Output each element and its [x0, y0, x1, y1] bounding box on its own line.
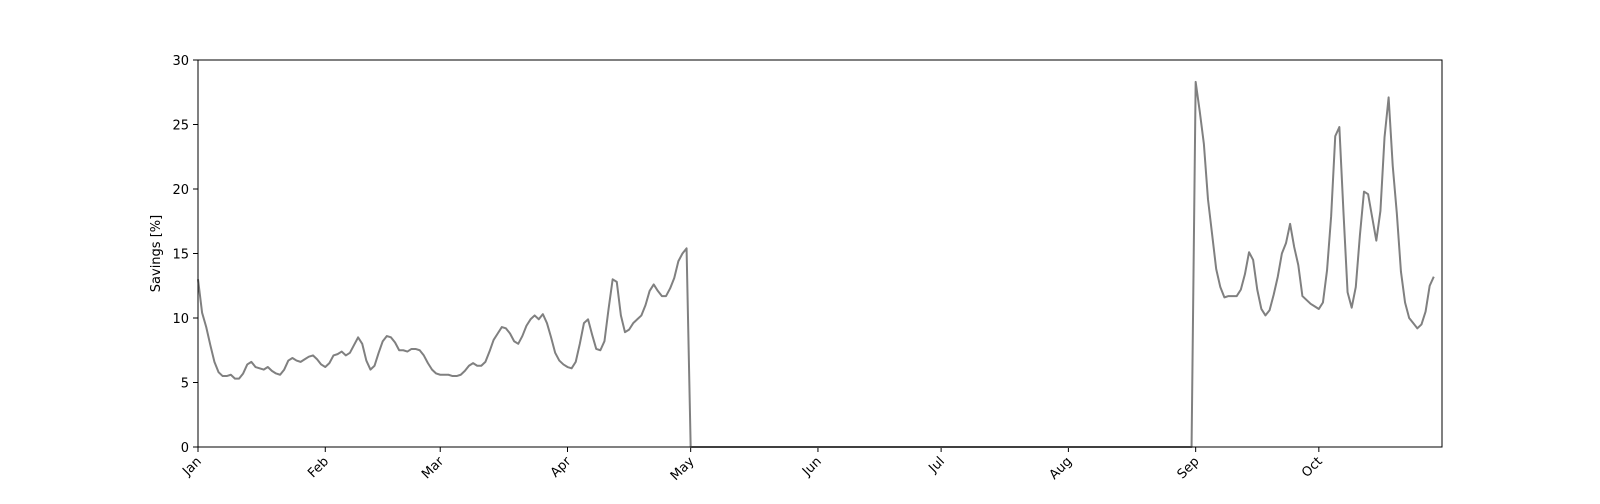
x-tick-label-mar: Mar [419, 454, 447, 482]
x-tick-label-apr: Apr [548, 454, 575, 481]
plot-area-frame [197, 59, 1443, 448]
x-tick-label-jan: Jan [179, 454, 204, 479]
x-tick-label-feb: Feb [305, 454, 332, 481]
y-tick-label: 30 [172, 54, 189, 69]
y-tick-label: 0 [181, 441, 189, 456]
x-tick-label-aug: Aug [1047, 454, 1076, 483]
y-tick-label: 15 [172, 248, 189, 263]
y-axis-ticks: 0 5 10 15 20 25 30 [172, 54, 198, 456]
x-tick-label-oct: Oct [1299, 454, 1326, 481]
savings-series-line [197, 80, 1435, 448]
y-axis-label: Savings [%] [149, 215, 164, 292]
x-tick-label-may: May [668, 454, 698, 484]
x-tick-label-jun: Jun [799, 454, 825, 480]
y-tick-label: 5 [181, 377, 189, 392]
x-axis-ticks: Jan Feb Mar Apr May Jun Jul Aug Sep Oct [179, 447, 1326, 484]
y-tick-label: 25 [172, 119, 189, 134]
y-tick-label: 20 [172, 183, 189, 198]
y-tick-label: 10 [172, 312, 189, 327]
x-tick-label-jul: Jul [926, 454, 948, 476]
x-tick-label-sep: Sep [1175, 454, 1203, 482]
